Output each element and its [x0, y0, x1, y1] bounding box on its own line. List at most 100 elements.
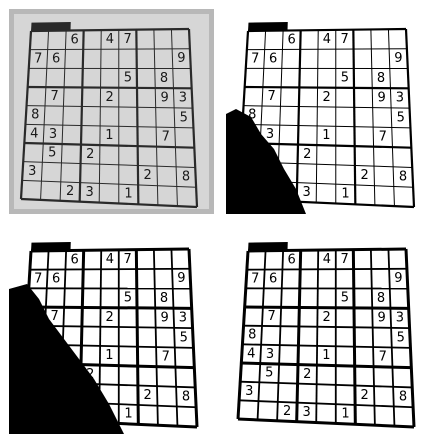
grid-line-horizontal [247, 247, 407, 253]
sudoku-digit: 8 [377, 71, 385, 86]
panel-background [226, 229, 431, 434]
sudoku-digit: 5 [265, 366, 273, 381]
grid-line-horizontal [244, 305, 409, 310]
sudoku-digit: 7 [123, 32, 131, 47]
sudoku-digit: 3 [302, 405, 310, 420]
grid-line-horizontal [247, 27, 407, 33]
grid-line-horizontal [20, 197, 198, 209]
sudoku-digit: 5 [180, 330, 188, 345]
sudoku-digit: 9 [160, 90, 168, 105]
grid-line-vertical [369, 249, 376, 426]
sudoku-digit: 2 [322, 90, 330, 105]
sudoku-digit: 7 [50, 309, 58, 324]
grid-line-horizontal [243, 105, 410, 109]
sudoku-digit: 5 [48, 146, 56, 161]
sudoku-digit: 6 [52, 271, 60, 286]
sudoku-digit: 2 [360, 388, 368, 403]
grid-line-horizontal [22, 179, 197, 188]
sudoku-digit: 7 [340, 252, 348, 267]
grid-line-vertical [404, 248, 416, 428]
grid-line-horizontal [246, 48, 407, 51]
sudoku-digit: 9 [377, 90, 385, 105]
grid-line-horizontal [26, 105, 193, 109]
sudoku-digit: 1 [341, 407, 349, 422]
grid-line-horizontal [24, 141, 195, 149]
sudoku-digit: 5 [397, 110, 405, 125]
sudoku-digit: 4 [323, 252, 331, 267]
grid-line-horizontal [29, 48, 190, 51]
panel-background [9, 9, 214, 214]
sudoku-digit: 3 [245, 384, 253, 399]
grid-line-horizontal [27, 305, 192, 310]
sudoku-digit: 3 [266, 347, 274, 362]
newspaper-header-strip [248, 241, 288, 251]
grid-line-vertical [134, 249, 140, 425]
sudoku-digit: 1 [124, 407, 132, 422]
sudoku-digit: 2 [143, 168, 151, 183]
sudoku-digit: 5 [124, 71, 132, 86]
sudoku-digit: 9 [177, 51, 185, 66]
grid-line-vertical [256, 250, 267, 420]
sudoku-digit: 8 [248, 108, 256, 123]
sudoku-digit: 7 [162, 350, 170, 365]
grid-line-vertical [187, 28, 199, 208]
sudoku-digit: 2 [105, 90, 113, 105]
grid-line-horizontal [30, 27, 190, 33]
grid-line-vertical [236, 250, 250, 420]
sudoku-digit: 2 [105, 310, 113, 325]
sudoku-digit: 6 [70, 252, 78, 267]
grid-line-horizontal [237, 417, 415, 429]
sudoku-digit: 4 [106, 32, 114, 47]
grid-line-vertical [387, 249, 396, 427]
grid-line-vertical [387, 29, 395, 207]
sudoku-digit: 6 [287, 32, 295, 47]
grid-line-vertical [78, 30, 85, 202]
sudoku-digit: 6 [52, 51, 60, 66]
sudoku-digit: 8 [399, 389, 407, 404]
grid-line-vertical [170, 29, 178, 207]
grid-line-horizontal [239, 399, 414, 409]
sudoku-digit: 8 [160, 291, 168, 306]
sudoku-digit: 7 [50, 89, 58, 104]
sudoku-digit: 6 [269, 271, 277, 286]
sudoku-digit: 8 [377, 291, 385, 306]
sudoku-digit: 2 [143, 388, 151, 403]
sudoku-digit: 8 [248, 328, 256, 343]
sudoku-digit: 7 [251, 51, 259, 66]
sudoku-digit: 9 [377, 310, 385, 325]
sudoku-digit: 4 [106, 252, 114, 267]
sudoku-digit: 7 [379, 130, 387, 145]
newspaper-header-strip [248, 21, 288, 31]
sudoku-digit: 4 [323, 32, 331, 47]
sudoku-digit: 3 [85, 185, 93, 200]
grid-line-vertical [276, 250, 285, 421]
grid-line-vertical [315, 250, 320, 423]
grid-line-vertical [152, 249, 159, 426]
sudoku-digit: 3 [28, 164, 36, 179]
sudoku-digit: 7 [379, 350, 387, 365]
grid-line-vertical [404, 28, 416, 208]
grid-line-vertical [187, 248, 199, 428]
sudoku-digit: 6 [70, 32, 78, 47]
grid-line-vertical [170, 249, 179, 427]
sudoku-digit: 3 [179, 91, 187, 106]
grid-line-vertical [370, 29, 376, 206]
grid-line-vertical [135, 29, 140, 205]
grid-line-horizontal [23, 161, 196, 168]
grid-line-vertical [153, 29, 159, 206]
sudoku-digit: 5 [180, 110, 188, 125]
sudoku-digit: 9 [394, 51, 402, 66]
sudoku-digit: 2 [66, 184, 74, 199]
shadow-artifact [226, 109, 306, 214]
grid-line-horizontal [243, 324, 410, 330]
sudoku-digit: 2 [303, 367, 311, 382]
sudoku-digit: 3 [396, 91, 404, 106]
grid-line-horizontal [242, 343, 411, 349]
grid-line-vertical [315, 30, 319, 203]
